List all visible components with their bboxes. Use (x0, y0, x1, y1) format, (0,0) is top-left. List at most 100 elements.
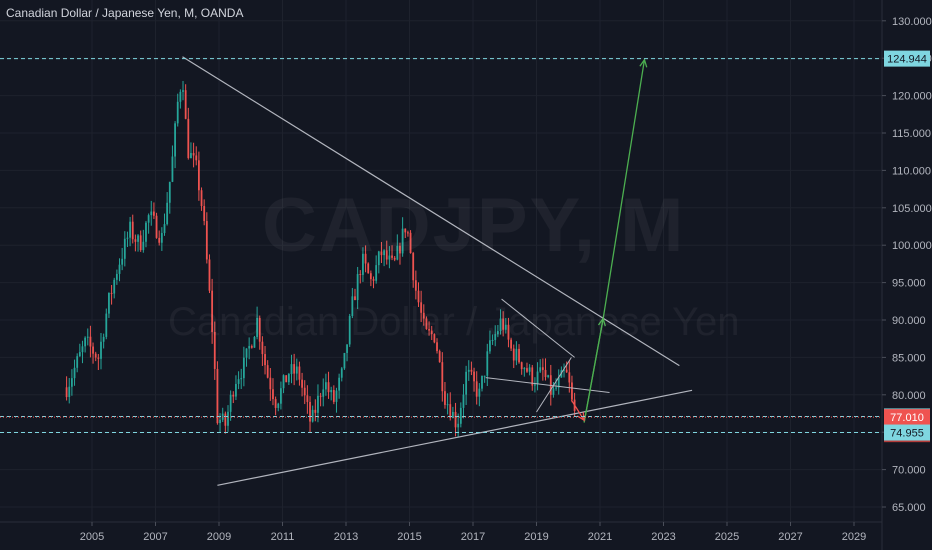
candle-body (515, 348, 518, 361)
candle-body (168, 181, 171, 203)
candle-body (287, 374, 290, 383)
candle-body (253, 336, 256, 348)
y-tick-label: 115.000 (892, 128, 931, 140)
candle-body (68, 386, 71, 398)
candle-body (362, 253, 364, 275)
candle-body (465, 371, 468, 395)
candle-body (459, 407, 462, 424)
candle-body (86, 336, 89, 338)
candle-body (346, 344, 348, 353)
candle-body (65, 387, 68, 398)
candle-body (129, 221, 131, 238)
candle-body (258, 317, 261, 342)
candle-body (293, 364, 296, 374)
level-tag (884, 409, 930, 426)
candle-body (462, 394, 465, 408)
y-tick-label: 95.000 (892, 278, 926, 290)
y-tick-label: 90.000 (892, 315, 926, 327)
candle-body (298, 366, 301, 380)
candle-body (486, 351, 489, 376)
candle-body (388, 255, 391, 260)
candle-body (340, 368, 343, 378)
y-tick-label: 130.000 (892, 16, 932, 28)
candle-body (317, 395, 319, 413)
candle-body (380, 251, 383, 256)
candle-body (422, 312, 425, 319)
candle-body (301, 379, 303, 388)
candle-body (126, 237, 129, 239)
candle-body (351, 296, 354, 317)
candle-body (457, 423, 460, 428)
y-tick-label: 105.000 (892, 203, 932, 215)
candle-body (166, 202, 169, 225)
candle-body (78, 352, 81, 357)
candle-body (446, 404, 449, 406)
candle-body (110, 292, 113, 294)
candle-body (475, 381, 478, 397)
candle-body (269, 377, 272, 390)
candle-body (385, 250, 388, 260)
candle-body (92, 346, 94, 354)
candle-body (229, 394, 232, 412)
candle-body (139, 235, 142, 251)
candle-body (121, 258, 124, 265)
candle-body (216, 368, 219, 424)
candle-body (502, 318, 505, 330)
x-tick-label: 2023 (651, 531, 675, 543)
candle-body (113, 279, 116, 294)
candle-body (211, 290, 214, 332)
x-tick-label: 2015 (397, 531, 421, 543)
candle-body (274, 399, 277, 408)
x-tick-label: 2017 (461, 531, 485, 543)
candle-body (242, 357, 245, 379)
candle-body (147, 215, 150, 223)
y-tick-label: 85.000 (892, 352, 926, 364)
candle-body (311, 409, 314, 422)
candle-body (507, 324, 510, 340)
projection-arrow-1 (583, 318, 604, 423)
candle-body (277, 403, 280, 408)
candle-body (375, 265, 378, 281)
candle-body (137, 235, 139, 242)
candle-body (73, 367, 76, 379)
candle-body (94, 353, 97, 358)
candle-body (369, 273, 372, 280)
candle-body (245, 348, 248, 358)
candle-body (285, 375, 288, 383)
candle-body (290, 364, 293, 375)
candle-body (552, 388, 555, 395)
candle-body (319, 395, 322, 397)
y-tick-label: 100.000 (892, 240, 932, 252)
candle-body (200, 190, 203, 207)
inner-lower-line (485, 377, 610, 394)
candle-body (356, 274, 359, 301)
candle-body (568, 372, 571, 383)
candle-body (401, 228, 404, 254)
candle-body (190, 153, 192, 159)
candle-body (335, 390, 338, 402)
candle-body (544, 369, 547, 378)
candle-body (184, 90, 187, 119)
candle-body (280, 388, 282, 404)
candle-body (134, 239, 137, 242)
candle-body (518, 348, 520, 363)
y-tick-label: 120.000 (892, 91, 932, 103)
candle-body (213, 331, 216, 369)
candle-body (428, 329, 430, 331)
x-tick-label: 2027 (778, 531, 802, 543)
inner-upper-line (501, 298, 575, 358)
candle-body (84, 337, 87, 347)
candle-body (163, 224, 166, 234)
projection-arrow-2 (602, 59, 646, 319)
candle-body (391, 255, 393, 258)
level-tag-label: 74.955 (890, 428, 924, 440)
candle-body (197, 160, 200, 191)
candle-body (425, 318, 428, 330)
candle-body (396, 245, 399, 260)
candle-body (441, 362, 444, 392)
candle-body (256, 317, 258, 337)
level-tag (884, 424, 930, 441)
candle-body (499, 318, 502, 331)
level-tag-label: 77.010 (890, 412, 924, 424)
